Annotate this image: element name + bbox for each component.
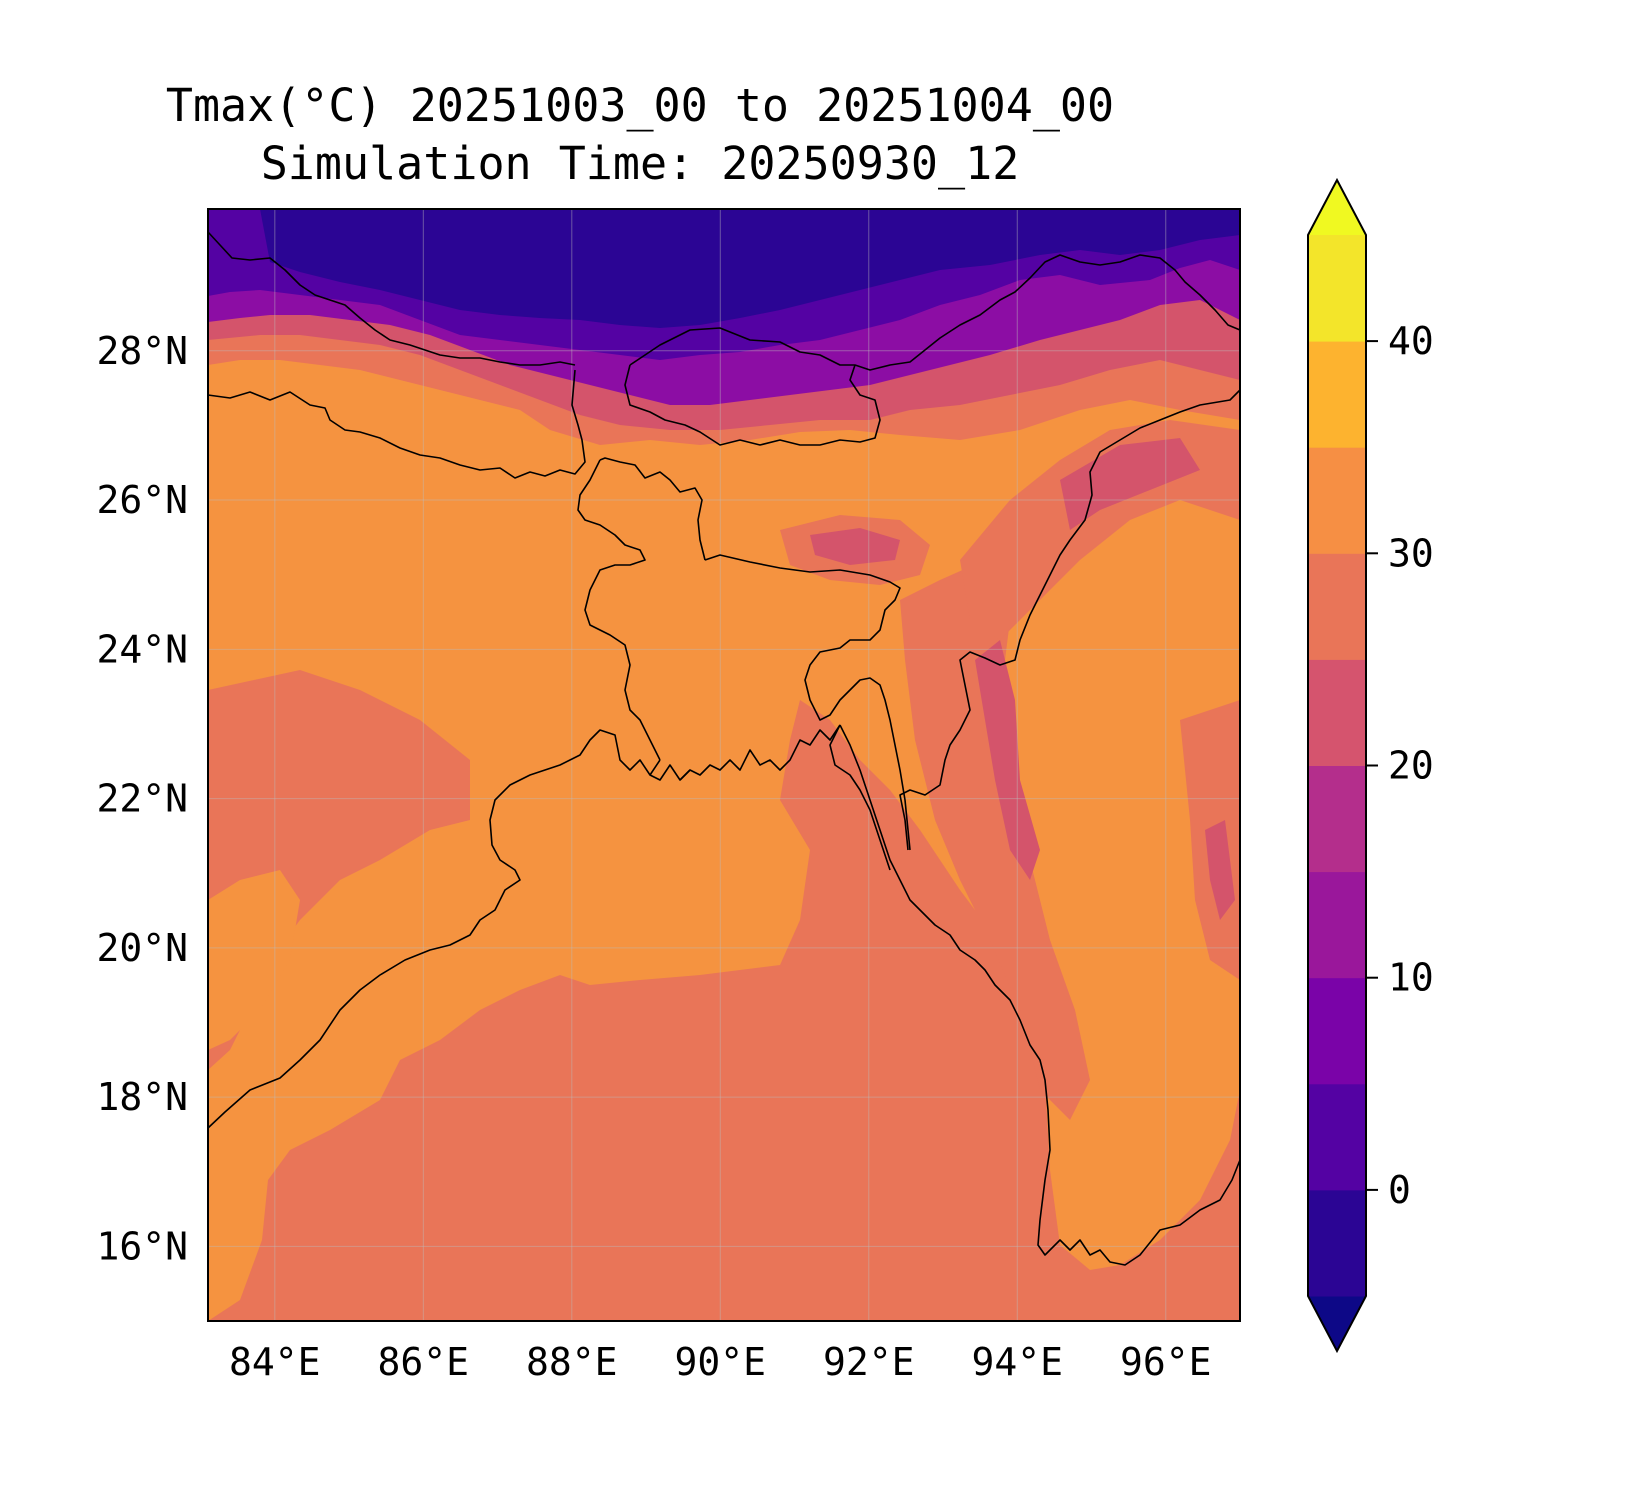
x-tick-label: 96°E [1120, 1340, 1212, 1384]
land-warm-west-patch [208, 870, 300, 1050]
nepal-china-border [207, 231, 576, 366]
colorbar-extend-min [1308, 1296, 1366, 1351]
northeast-border [899, 389, 1241, 851]
y-tick-label: 28°N [96, 329, 188, 373]
y-tick-label: 16°N [96, 1224, 188, 1268]
india-east-coastline [207, 724, 841, 1129]
x-axis: 84°E 86°E 88°E 90°E 92°E 94°E 96°E [229, 1340, 1211, 1384]
colorbar-band [1308, 1083, 1366, 1191]
colorbar: 0 10 20 30 40 [1307, 177, 1434, 1354]
colorbar-band [1308, 765, 1366, 873]
colorbar-tick-label: 20 [1388, 744, 1434, 788]
y-tick-label: 20°N [96, 926, 188, 970]
china-tibet-border [629, 254, 1241, 371]
y-tick-label: 22°N [96, 777, 188, 821]
temperature-field [208, 209, 1240, 1321]
colorbar-band [1308, 341, 1366, 448]
x-tick-label: 94°E [972, 1340, 1064, 1384]
colorbar-tick-label: 30 [1388, 531, 1434, 575]
colorbar-tick-label: 40 [1388, 319, 1434, 363]
x-tick-label: 90°E [675, 1340, 767, 1384]
y-tick-label: 24°N [96, 627, 188, 671]
y-axis: 16°N 18°N 20°N 22°N 24°N 26°N 28°N [96, 329, 188, 1269]
arakan-hills-mid [975, 640, 1040, 880]
bangladesh-border [577, 457, 911, 851]
x-tick-label: 88°E [526, 1340, 618, 1384]
colorbar-band [1308, 1189, 1366, 1297]
y-tick-label: 18°N [96, 1075, 188, 1119]
colorbar-band [1308, 659, 1366, 766]
myanmar-coastline [839, 724, 1241, 1266]
map-title-line2: Simulation Time: 20250930_12 [260, 137, 1020, 190]
colorbar-extend-max [1308, 180, 1366, 235]
himalaya-peak-deep [260, 209, 1240, 328]
plot-frame [207, 208, 1241, 1322]
colorbar-band [1308, 977, 1366, 1085]
colorbar-outline [1307, 177, 1367, 1354]
colorbar-tick-label: 10 [1388, 956, 1434, 1000]
east-myanmar-mid [1205, 820, 1235, 920]
map-gridlines [208, 209, 1240, 1321]
shillong-plateau-mid [810, 528, 900, 565]
india-nepal-border [207, 369, 586, 479]
colorbar-band [1308, 871, 1366, 979]
y-tick-label: 26°N [96, 478, 188, 522]
coastlines-and-borders [207, 231, 1241, 1266]
x-tick-label: 92°E [823, 1340, 915, 1384]
colorbar-band [1308, 553, 1366, 660]
arakan-hills-cool [900, 560, 1090, 1120]
colorbar-tick-label: 0 [1388, 1168, 1411, 1212]
colorbar-band [1308, 235, 1366, 342]
x-tick-label: 84°E [229, 1340, 321, 1384]
colorbar-band [1308, 447, 1366, 554]
x-tick-label: 86°E [378, 1340, 470, 1384]
bhutan-border [624, 364, 881, 446]
map-title-line1: Tmax(°C) 20251003_00 to 20251004_00 [165, 79, 1115, 132]
chittagong-coast [829, 724, 891, 871]
land-cool-west [208, 670, 470, 1070]
